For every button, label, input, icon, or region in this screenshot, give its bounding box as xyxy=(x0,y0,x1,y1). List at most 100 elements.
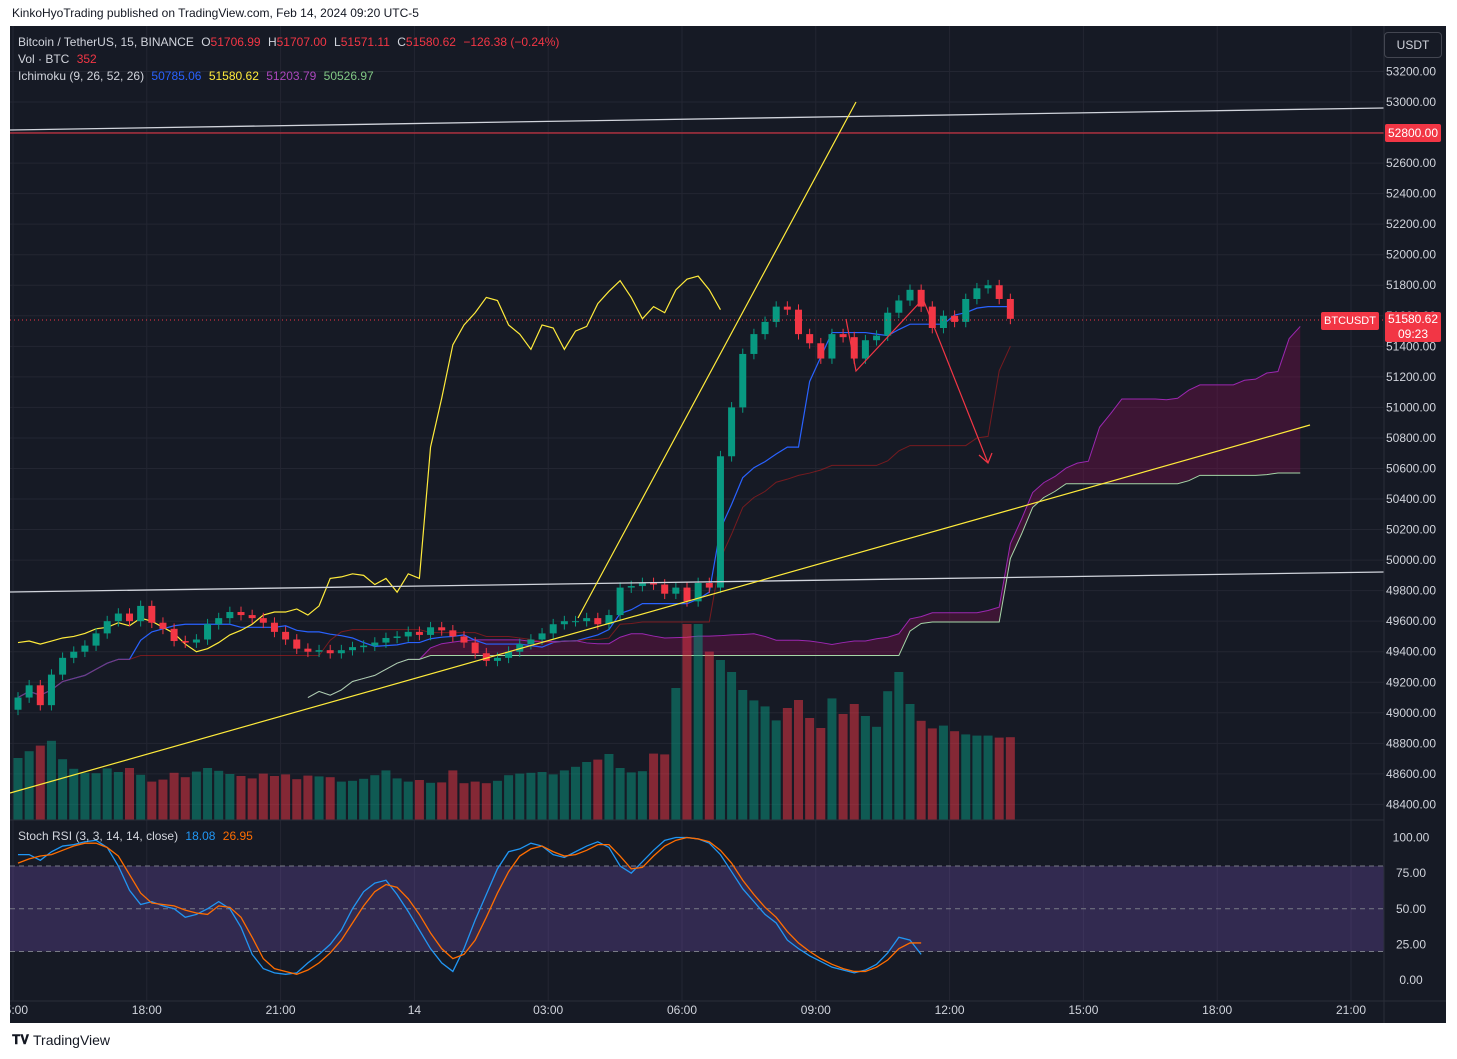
candle-body xyxy=(594,618,602,625)
candle-body xyxy=(282,631,290,640)
volume-bar xyxy=(637,771,647,820)
volume-bar xyxy=(336,781,346,820)
low-value: 51571.11 xyxy=(340,35,390,49)
projection-path xyxy=(845,297,989,464)
volume-bar xyxy=(180,777,190,820)
chart-frame[interactable]: 53200.00 53000.00 52800.00 52600.00 52400.00… xyxy=(10,26,1446,1023)
candle-body xyxy=(103,621,111,634)
candle-body xyxy=(939,315,947,328)
candle-body xyxy=(962,298,970,322)
volume-bar xyxy=(35,745,45,820)
volume-label: Vol · BTC xyxy=(18,52,70,66)
candle-body xyxy=(917,289,925,307)
volume-bar xyxy=(492,780,502,820)
candle-body xyxy=(449,630,457,637)
volume-bar xyxy=(515,773,525,820)
candle-body xyxy=(36,685,44,706)
high-label: H xyxy=(267,35,277,49)
volume-bar xyxy=(158,779,168,820)
volume-bar xyxy=(649,753,659,820)
volume-bar xyxy=(102,768,112,820)
candle-body xyxy=(928,306,936,328)
candle-body xyxy=(951,315,959,322)
candle-body xyxy=(259,618,267,623)
ichimoku-base: 51580.62 xyxy=(208,69,259,83)
volume-bar xyxy=(816,728,826,820)
candle-body xyxy=(159,622,167,629)
volume-bar xyxy=(225,774,235,820)
volume-bar xyxy=(69,768,79,820)
candle-body xyxy=(404,631,412,637)
candle-body xyxy=(638,583,646,587)
volume-bars xyxy=(13,624,1015,820)
candle-body xyxy=(705,583,713,588)
volume-bar xyxy=(24,751,34,820)
volume-bar xyxy=(838,714,848,820)
time-tick-label: 09:00 xyxy=(801,1003,831,1017)
volume-bar xyxy=(113,772,123,820)
volume-bar xyxy=(437,782,447,820)
footer-brand[interactable]: 𝐓𝐕 TradingView xyxy=(12,1032,110,1048)
volume-bar xyxy=(849,704,859,820)
volume-bar xyxy=(325,777,335,820)
volume-bar xyxy=(281,774,291,820)
volume-bar xyxy=(537,772,547,820)
candle-body xyxy=(839,334,847,338)
candle-body xyxy=(360,645,368,648)
chart-svg[interactable]: 53200.00 53000.00 52800.00 52600.00 52400.00… xyxy=(10,26,1446,1023)
ohlc-low: L51571.11 xyxy=(334,35,390,49)
volume-legend: Vol · BTC 352 xyxy=(18,52,101,66)
price-tick-label: 51400.00 xyxy=(1386,339,1436,353)
candle-body xyxy=(627,586,635,588)
volume-bar xyxy=(604,754,614,820)
candle-body xyxy=(181,641,189,643)
lower-channel-line xyxy=(10,571,1385,593)
volume-bar xyxy=(392,778,402,820)
candle-body xyxy=(137,605,145,622)
volume-bar xyxy=(381,770,391,820)
candle-body xyxy=(270,622,278,632)
candle-body xyxy=(761,321,769,335)
high-value: 51707.00 xyxy=(276,35,327,49)
ichimoku-conversion-line xyxy=(17,306,1011,699)
candle-body xyxy=(393,636,401,638)
volume-bar xyxy=(526,772,536,820)
price-tick-label: 50000.00 xyxy=(1386,553,1436,567)
volume-bar xyxy=(470,781,480,820)
last-price-value: 51580.62 xyxy=(1387,312,1439,326)
volume-bar xyxy=(448,770,458,820)
candle-body xyxy=(304,648,312,652)
price-tick-label: 49200.00 xyxy=(1386,675,1436,689)
currency-button[interactable]: USDT xyxy=(1384,32,1442,58)
price-tick-label: 51800.00 xyxy=(1386,278,1436,292)
ichimoku-cloud xyxy=(307,326,1301,698)
candle-body xyxy=(170,628,178,642)
volume-bar xyxy=(660,754,670,820)
candle-body xyxy=(772,306,780,322)
volume-bar xyxy=(80,772,90,820)
resistance-price-label: 52800.00 xyxy=(1385,124,1441,142)
candle-body xyxy=(382,637,390,643)
volume-bar xyxy=(727,672,737,820)
candle-body xyxy=(672,587,680,594)
time-tick-label: 06:00 xyxy=(667,1003,697,1017)
candle-body xyxy=(25,685,33,698)
volume-bar xyxy=(314,776,324,820)
candle-body xyxy=(471,642,479,654)
volume-bar xyxy=(203,768,213,820)
candle-body xyxy=(583,618,591,622)
candle-body xyxy=(92,633,100,646)
candle-body xyxy=(616,587,624,616)
volume-bar xyxy=(749,700,759,820)
volume-bar xyxy=(715,660,725,820)
candle-body xyxy=(995,285,1003,299)
price-tick-label: 49400.00 xyxy=(1386,645,1436,659)
volume-bar xyxy=(615,768,625,820)
ichimoku-legend: Ichimoku (9, 26, 52, 26) 50785.06 51580.… xyxy=(18,69,378,83)
volume-bar xyxy=(214,770,224,820)
price-tick-label: 49600.00 xyxy=(1386,614,1436,628)
time-tick-label: 15:00 xyxy=(10,1003,28,1017)
volume-bar xyxy=(303,775,313,820)
candle-body xyxy=(226,612,234,619)
volume-bar xyxy=(46,740,56,820)
